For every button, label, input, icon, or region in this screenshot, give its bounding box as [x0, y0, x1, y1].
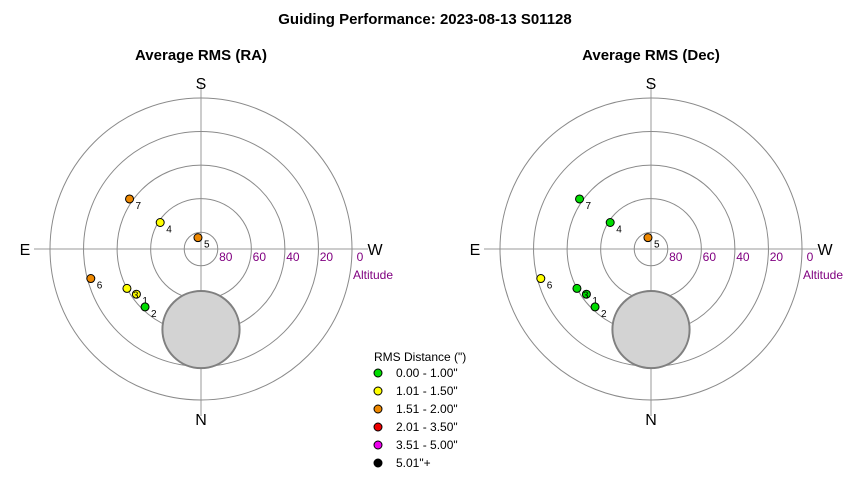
data-point-3: [572, 283, 582, 293]
legend-swatch: [373, 422, 383, 432]
altitude-tick-label: 0: [357, 250, 364, 264]
data-point-2: [140, 302, 150, 312]
data-point-2: [590, 302, 600, 312]
polar-chart-dec: Average RMS (Dec) S N E W 80 60 40 20 0 Altitude 12…: [470, 47, 844, 429]
legend-swatch: [373, 404, 383, 414]
legend-item-label: 5.01"+: [396, 456, 431, 470]
data-point-6: [536, 274, 546, 284]
compass-S: S: [196, 76, 207, 93]
chart-title: Average RMS (RA): [135, 47, 267, 64]
polar-chart-ra: Average RMS (RA) S N E W 80 60 40 20 0 Altitude 12 3…: [20, 47, 394, 429]
altitude-ring-0: [49, 97, 353, 401]
legend-title: RMS Distance ("): [374, 350, 466, 364]
data-point-label: 5: [654, 240, 660, 251]
data-point-4: [155, 218, 165, 228]
compass-N: N: [195, 412, 207, 429]
polar-charts: Average RMS (RA)SNE W80 60 40 20 0Altitude123…: [20, 47, 844, 429]
altitude-axis-label: Altitude: [353, 268, 393, 282]
altitude-tick-label: 20: [770, 250, 784, 264]
legend-swatch: [373, 368, 383, 378]
data-point-label: 1: [142, 296, 148, 307]
data-point-5: [193, 233, 203, 243]
data-point-1: [581, 289, 591, 299]
legend-item-label: 1.51 - 2.00": [396, 402, 458, 416]
altitude-tick-label: 20: [320, 250, 334, 264]
data-point-label: 6: [547, 281, 553, 292]
legend: RMS Distance (") 0.00 - 1.00" 1.01 - 1.50"…: [373, 350, 466, 470]
altitude-tick-label: 40: [736, 250, 750, 264]
altitude-tick-label: 80: [219, 250, 233, 264]
chart-title: Average RMS (Dec): [582, 47, 720, 64]
altitude-ring-80: [183, 231, 219, 267]
data-point-label: 6: [97, 281, 103, 292]
altitude-tick-label: 80: [669, 250, 683, 264]
compass-S: S: [646, 76, 657, 93]
data-point-label: 2: [151, 309, 157, 320]
data-point-7: [575, 194, 585, 204]
legend-item-label: 0.00 - 1.00": [396, 366, 458, 380]
legend-item-label: 1.01 - 1.50": [396, 384, 458, 398]
legend-swatch: [373, 386, 383, 396]
compass-E: E: [20, 242, 31, 259]
compass-W: W: [367, 242, 383, 259]
altitude-axis-label: Altitude: [803, 268, 843, 282]
legend-item-label: 3.51 - 5.00": [396, 438, 458, 452]
obstruction-disk: [161, 289, 241, 370]
data-point-4: [605, 218, 615, 228]
altitude-tick-label: 60: [253, 250, 267, 264]
legend-swatch: [373, 440, 383, 450]
compass-E: E: [470, 242, 481, 259]
data-point-label: 7: [586, 201, 592, 212]
figure-title: Guiding Performance: 2023-08-13 S01128: [278, 11, 571, 28]
data-point-3: [122, 283, 132, 293]
data-point-label: 7: [136, 201, 142, 212]
compass-W: W: [817, 242, 833, 259]
data-point-label: 1: [592, 296, 598, 307]
data-point-label: 4: [616, 225, 622, 236]
obstruction-disk: [611, 289, 691, 370]
data-point-label: 4: [166, 225, 172, 236]
legend-item-label: 2.01 - 3.50": [396, 420, 458, 434]
altitude-ring-80: [633, 231, 669, 267]
legend-swatch: [373, 458, 383, 468]
data-point-label: 3: [583, 290, 589, 301]
data-point-5: [643, 233, 653, 243]
data-point-label: 2: [601, 309, 607, 320]
data-point-1: [131, 289, 141, 299]
data-point-label: 5: [204, 240, 210, 251]
compass-N: N: [645, 412, 657, 429]
altitude-tick-label: 0: [807, 250, 814, 264]
altitude-tick-label: 60: [703, 250, 717, 264]
altitude-tick-label: 40: [286, 250, 300, 264]
altitude-ring-0: [499, 97, 803, 401]
data-point-label: 3: [133, 290, 139, 301]
data-point-7: [125, 194, 135, 204]
data-point-6: [86, 274, 96, 284]
